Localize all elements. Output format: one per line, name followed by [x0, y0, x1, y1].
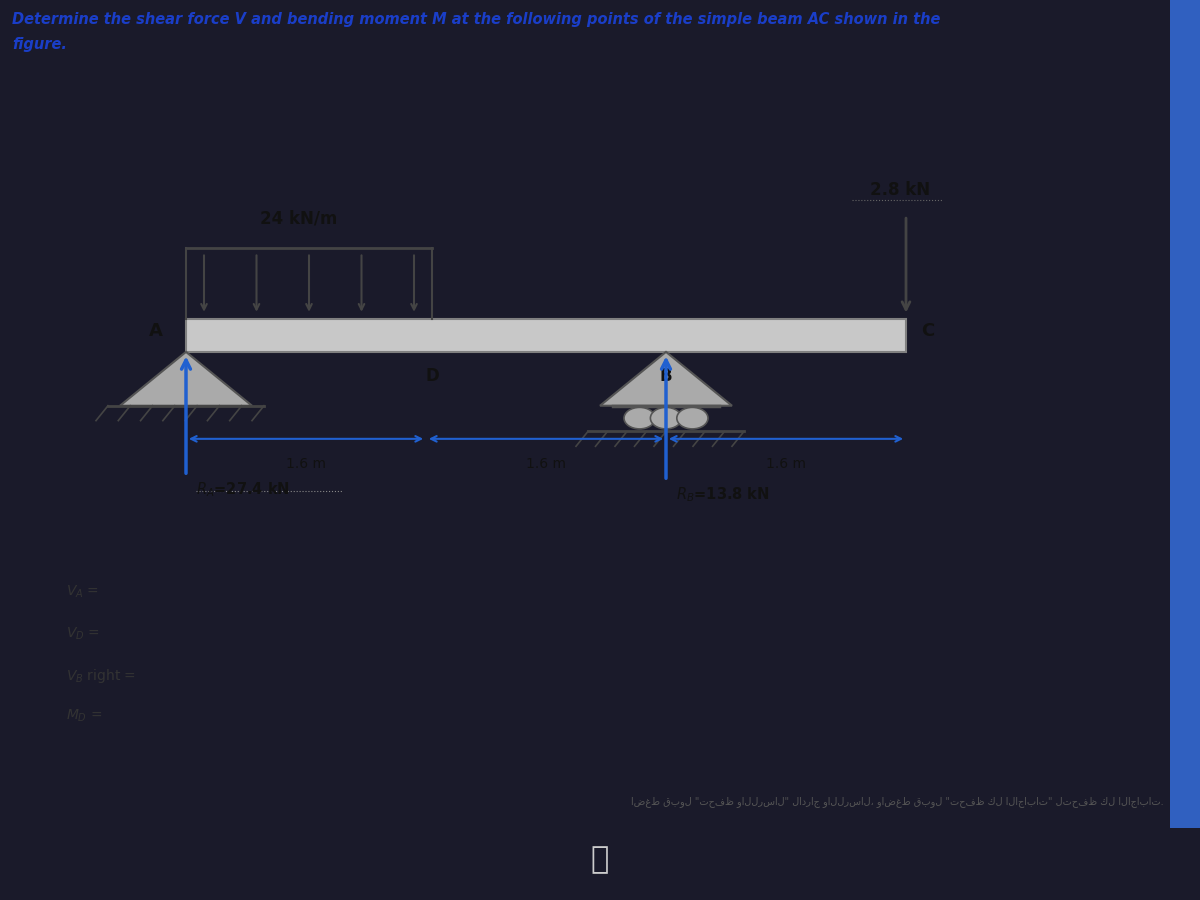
Text: 1.6 m: 1.6 m [286, 457, 326, 471]
Text: $V_B$ right =: $V_B$ right = [66, 667, 136, 685]
Text: $R_A$=27.4 kN: $R_A$=27.4 kN [196, 481, 289, 499]
Text: D: D [425, 367, 439, 385]
Text: اضغط قبول "تحفظ واللرسال" لادراج واللرسال، واضغط قبول "تحفظ كل الاجابات" لتحفظ ك: اضغط قبول "تحفظ واللرسال" لادراج واللرسا… [631, 796, 1164, 807]
FancyBboxPatch shape [1170, 0, 1200, 828]
Circle shape [650, 408, 682, 429]
FancyBboxPatch shape [186, 319, 906, 352]
Circle shape [677, 408, 708, 429]
Text: $M_D$ =: $M_D$ = [66, 708, 102, 725]
Text: C: C [920, 322, 935, 340]
Text: A: A [149, 322, 163, 340]
Circle shape [624, 408, 655, 429]
Polygon shape [600, 352, 732, 406]
Text: $R_B$=13.8 kN: $R_B$=13.8 kN [676, 485, 769, 504]
Text: B: B [660, 367, 672, 385]
Text: ⓗ: ⓗ [590, 845, 610, 874]
Polygon shape [120, 352, 252, 406]
Text: $V_A$ =: $V_A$ = [66, 584, 100, 600]
Text: 24 kN/m: 24 kN/m [260, 210, 337, 228]
Text: $V_D$ =: $V_D$ = [66, 626, 100, 642]
Text: figure.: figure. [12, 37, 67, 52]
Text: 1.6 m: 1.6 m [526, 457, 566, 471]
Text: Determine the shear force V and bending moment M at the following points of the : Determine the shear force V and bending … [12, 13, 941, 27]
Text: 2.8 kN: 2.8 kN [870, 181, 930, 199]
Text: 1.6 m: 1.6 m [766, 457, 806, 471]
